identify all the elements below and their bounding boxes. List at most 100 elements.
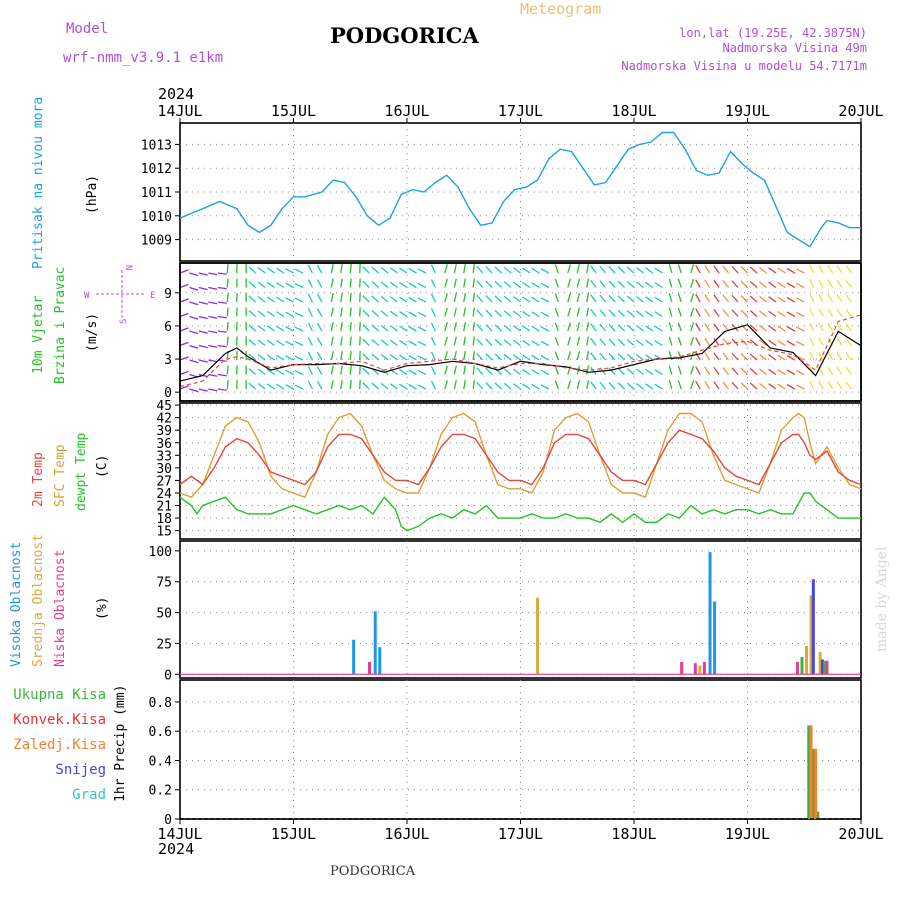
wind-arrow [768, 310, 777, 318]
wind-arrow [599, 323, 607, 332]
wind-arrow [531, 311, 540, 318]
wind-arrow [590, 323, 597, 332]
wind-arrow [795, 282, 805, 289]
wind-arrow [485, 382, 493, 390]
wind-arrow [362, 309, 370, 317]
wind-arrow [266, 354, 275, 361]
x-tick-label-top: 16JUL [384, 102, 429, 120]
bar-high_cloud [713, 601, 717, 675]
wind-arrow [777, 267, 786, 274]
wind-arrow [626, 368, 635, 375]
wind-arrow [695, 279, 701, 288]
wind-arrow [349, 350, 352, 361]
wind-arrow [340, 278, 343, 288]
wind-arrow [759, 353, 767, 361]
high-cloud-label: Visoka Oblacnost [9, 542, 24, 667]
wind-arrow [768, 339, 777, 347]
wind-arrow [586, 336, 590, 346]
y-tick-label: 1013 [141, 138, 172, 153]
wind-arrow [485, 266, 493, 274]
bar-low_cloud [795, 661, 799, 675]
wind-arrow [316, 337, 323, 346]
wind-arrow [713, 294, 720, 303]
wind-arrow [777, 311, 786, 318]
wind-arrow [740, 367, 748, 375]
wind-arrow [749, 367, 758, 375]
wind-arrow [540, 268, 550, 274]
wind-arrow [444, 336, 448, 346]
y-tick-label: 50 [156, 607, 172, 622]
wind-arrow [722, 323, 730, 332]
wind-arrow [362, 353, 370, 361]
wind-arrow [695, 264, 701, 274]
panel-cloud-cover: 0 25 50 75 100 [149, 540, 862, 683]
wind-arrow [836, 294, 843, 303]
wind-arrow [522, 325, 531, 332]
y-tick-label: 0 [164, 813, 172, 828]
wind-arrow [540, 282, 550, 289]
mid-cloud-label: Srednja Oblacnost [31, 534, 46, 667]
pressure-label: Pritisak na nivou mora [31, 97, 46, 269]
wind-arrow [276, 369, 285, 376]
wind-arrow [740, 353, 748, 361]
bar-total_precip [807, 725, 811, 819]
wind-arrow [608, 352, 616, 361]
wind-arrow [635, 281, 644, 289]
graupel-label: Grad [72, 787, 106, 803]
wind-arrow [809, 351, 815, 361]
bar-low_cloud [702, 661, 706, 675]
wind-arrow [531, 383, 540, 390]
wind-arrow [399, 325, 408, 332]
x-tick-label-bottom: 18JUL [611, 825, 656, 843]
wind-arrow [635, 339, 644, 347]
wind-arrow [417, 355, 427, 361]
wind-arrow [285, 326, 294, 332]
wind-arrow [795, 340, 805, 347]
wind-arrow [845, 352, 853, 361]
bar-total_precip [811, 748, 815, 819]
wind-arrow [380, 310, 389, 318]
wind-arrow [818, 293, 824, 303]
wind-arrow [567, 380, 572, 390]
wind-arrow [759, 266, 767, 274]
wind-arrow [198, 330, 208, 334]
wind-arrow [599, 294, 607, 303]
panel-precipitation: 0 0.2 0.4 0.6 0.8 [149, 679, 862, 828]
wind-arrow [759, 281, 767, 289]
wind-arrow [349, 292, 352, 303]
wind-arrow [795, 297, 805, 303]
wind-arrow [399, 369, 408, 376]
wind-arrow [257, 368, 266, 376]
wind-arrow [845, 280, 853, 288]
wind-arrow [179, 269, 189, 274]
wind-arrow [430, 337, 436, 346]
y-tick-label: 42 [156, 412, 172, 427]
wind-arrow [645, 267, 654, 274]
wind-speed-line [179, 314, 862, 388]
series-line-sfc_temp [179, 412, 862, 499]
wind-arrow [540, 384, 550, 390]
wind-arrow [722, 352, 730, 361]
wind-arrow [635, 266, 644, 274]
wind-arrow [635, 295, 644, 303]
wind-arrow [554, 365, 559, 375]
wind-arrow [316, 380, 323, 390]
wind-arrow [690, 307, 695, 317]
wind-arrow [380, 281, 389, 289]
wind-arrow [294, 282, 304, 289]
wind-arrow [722, 367, 730, 375]
wind-arrow [809, 337, 815, 346]
wind-arrow [444, 380, 448, 390]
wind-arrow [463, 336, 466, 346]
bar-low_cloud [368, 661, 372, 675]
wind-arrow [845, 294, 853, 303]
wind-arrow [704, 323, 711, 332]
wind-arrow [453, 380, 457, 390]
wind-arrow [777, 369, 786, 376]
bar-mid_cloud [818, 652, 822, 675]
wind-arrow [307, 308, 313, 317]
wind-arrow [836, 381, 843, 390]
wind-arrow [453, 278, 457, 288]
wind-arrow [389, 354, 398, 361]
wind-arrow [307, 351, 313, 361]
